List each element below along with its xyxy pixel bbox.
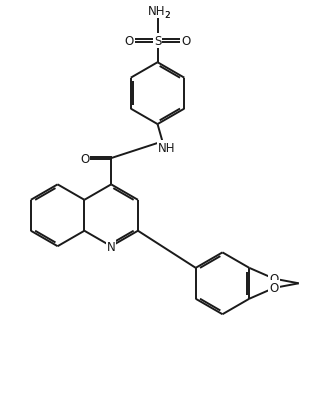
Text: O: O: [124, 35, 134, 48]
Text: NH: NH: [158, 141, 176, 154]
Text: O: O: [269, 282, 279, 295]
Text: O: O: [181, 35, 191, 48]
Text: S: S: [154, 35, 161, 48]
Text: O: O: [269, 273, 279, 285]
Text: 2: 2: [164, 12, 170, 20]
Text: N: N: [107, 240, 115, 253]
Text: NH: NH: [148, 5, 165, 18]
Text: S: S: [154, 35, 161, 48]
Text: N: N: [107, 240, 115, 253]
Text: O: O: [269, 273, 279, 285]
Text: O: O: [80, 152, 90, 165]
Text: O: O: [181, 35, 191, 48]
Text: O: O: [269, 282, 279, 295]
Text: NH: NH: [148, 5, 165, 18]
Text: NH: NH: [158, 141, 176, 154]
Text: O: O: [80, 152, 90, 165]
Text: S: S: [154, 35, 161, 48]
Text: 2: 2: [164, 12, 170, 20]
Text: O: O: [124, 35, 134, 48]
